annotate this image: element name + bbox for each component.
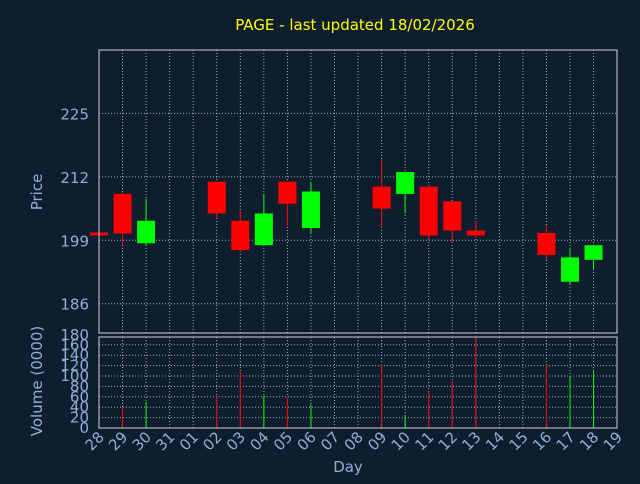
candle-body bbox=[113, 193, 132, 234]
candle-body bbox=[278, 181, 297, 204]
volume-bars-layer bbox=[122, 337, 595, 428]
candle-body bbox=[443, 201, 462, 231]
candle-body bbox=[537, 232, 556, 255]
candle-body bbox=[419, 186, 438, 236]
price-tick-label: 225 bbox=[60, 105, 89, 123]
volume-tick-label: 160 bbox=[60, 336, 89, 354]
candle-body bbox=[301, 191, 320, 229]
x-axis-label: Day bbox=[333, 458, 363, 476]
volume-tick-label: 140 bbox=[60, 346, 89, 364]
volume-tick-label: 120 bbox=[60, 357, 89, 375]
candle-body bbox=[584, 245, 603, 260]
candle-body bbox=[561, 257, 579, 282]
volume-tick-label: 80 bbox=[70, 377, 89, 395]
candle-body bbox=[207, 181, 226, 214]
volume-panel-frame bbox=[98, 336, 618, 429]
candle-body bbox=[231, 220, 250, 251]
volume-tick-label: 180 bbox=[60, 326, 89, 344]
price-tick-label: 199 bbox=[60, 232, 89, 250]
candle-body bbox=[372, 186, 391, 209]
volume-axis-label: Volume (0000) bbox=[28, 326, 46, 436]
volume-tick-label: 0 bbox=[79, 419, 89, 437]
price-panel-frame bbox=[98, 49, 618, 334]
price-tick-label: 186 bbox=[60, 296, 89, 314]
candle-body bbox=[137, 220, 156, 244]
candle-body bbox=[396, 171, 415, 194]
price-axis-label: Price bbox=[28, 174, 46, 211]
chart-title: PAGE - last updated 18/02/2026 bbox=[235, 16, 475, 34]
volume-tick-label: 60 bbox=[70, 388, 89, 406]
volume-tick-label: 20 bbox=[70, 409, 89, 427]
candle-body bbox=[466, 230, 485, 236]
price-tick-label: 212 bbox=[60, 169, 89, 187]
volume-tick-label: 40 bbox=[70, 398, 89, 416]
candles-layer bbox=[90, 159, 603, 285]
candle-body bbox=[254, 213, 273, 246]
volume-tick-label: 100 bbox=[60, 367, 89, 385]
